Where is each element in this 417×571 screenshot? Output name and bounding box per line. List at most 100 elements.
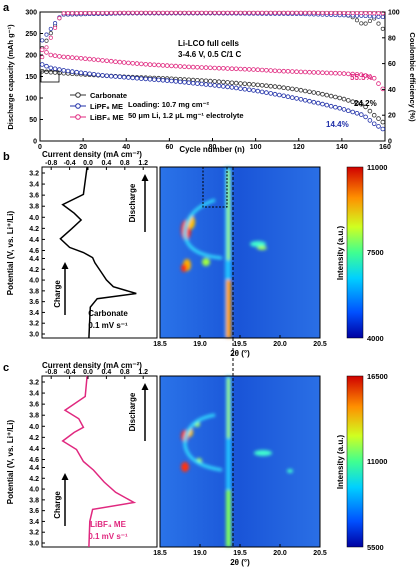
- capacity-point-1: [156, 77, 161, 83]
- ce-point-2: [147, 10, 153, 15]
- capacity-point-1: [328, 103, 334, 109]
- ytick-label: 4.2: [29, 435, 39, 442]
- xrd-xtick-label: 20.0: [273, 550, 287, 557]
- ytick-label: 4.0: [29, 424, 39, 431]
- ce-point-2: [109, 10, 114, 15]
- capacity-point-0: [229, 80, 235, 86]
- ytick-label: 4.4: [29, 256, 39, 263]
- panel-b-inset-box: [202, 166, 228, 208]
- panel-c-cbar-min: 5500: [367, 543, 384, 552]
- capacity-point-0: [311, 90, 317, 95]
- panel-b-rate: 0.1 mV s⁻¹: [88, 321, 128, 330]
- capacity-point-1: [147, 77, 153, 82]
- ce-point-2: [61, 11, 66, 16]
- capacity-point-1: [281, 93, 287, 99]
- capacity-point-0: [203, 78, 209, 84]
- panel-c-xrd-xlabel: 2θ (°): [230, 558, 250, 567]
- ce-point-2: [104, 10, 109, 15]
- ce-point-2: [290, 10, 295, 15]
- xrd-xtick-label: 19.5: [233, 550, 247, 557]
- ce-point-2: [203, 10, 209, 15]
- capacity-point-1: [358, 112, 364, 117]
- ce-point-0: [367, 18, 372, 24]
- a-xtick-label: 40: [122, 144, 130, 151]
- ce-point-2: [247, 10, 252, 15]
- ytick-label: 3.0: [29, 541, 39, 548]
- ce-point-2: [333, 10, 338, 15]
- capacity-point-2: [126, 60, 131, 66]
- capacity-point-2: [61, 54, 66, 60]
- retention-carbonate: 24.2%: [354, 99, 377, 108]
- capacity-point-2: [143, 62, 149, 67]
- capacity-point-2: [264, 68, 269, 73]
- ce-point-2: [255, 10, 260, 15]
- ce-point-0: [354, 18, 360, 23]
- panel-b-xrd-xlabel: 2θ (°): [230, 349, 250, 358]
- ce-point-2: [160, 10, 165, 15]
- a-y2tick-label: 60: [388, 61, 396, 68]
- capacity-point-2: [376, 81, 381, 86]
- ce-point-2: [307, 10, 312, 15]
- capacity-point-2: [108, 58, 114, 64]
- ce-point-2: [130, 10, 135, 15]
- capacity-point-1: [341, 107, 347, 112]
- ce-point-2: [367, 11, 372, 16]
- a-xtick-label: 120: [293, 144, 305, 151]
- ce-point-2: [225, 10, 230, 15]
- capacity-point-1: [350, 109, 356, 115]
- a-xtick-label: 160: [379, 144, 391, 151]
- capacity-point-2: [113, 59, 118, 64]
- ytick-label: 3.4: [29, 310, 39, 317]
- legend-carbonate: Carbonate: [90, 91, 127, 100]
- panel-a-loading: Loading: 10.7 mg cm⁻²: [128, 100, 210, 109]
- ce-point-2: [346, 10, 351, 16]
- a-y2tick-label: 20: [388, 113, 396, 120]
- xrd-xtick-label: 18.5: [153, 341, 167, 348]
- capacity-point-0: [363, 104, 368, 110]
- capacity-point-0: [376, 116, 381, 121]
- capacity-point-2: [337, 71, 343, 76]
- ytick-label: 3.2: [29, 171, 39, 178]
- capacity-point-2: [87, 56, 92, 62]
- capacity-point-1: [363, 114, 368, 120]
- capacity-point-0: [294, 87, 299, 92]
- capacity-point-1: [121, 74, 127, 80]
- capacity-point-2: [251, 67, 256, 72]
- ce-point-2: [316, 10, 321, 15]
- ce-point-2: [74, 11, 79, 16]
- xrd-xtick-label: 19.0: [193, 341, 207, 348]
- cv-xtick-label: 0.4: [102, 369, 112, 376]
- ce-point-2: [260, 10, 265, 15]
- ce-point-2: [341, 10, 347, 16]
- panel-b-cbar-mid: 7500: [367, 248, 384, 257]
- panel-label-a: a: [3, 2, 10, 14]
- capacity-point-2: [199, 65, 205, 70]
- cv-xtick-label: 0.0: [83, 369, 93, 376]
- capacity-point-2: [65, 54, 71, 60]
- panel-a-title1: Li-LCO full cells: [178, 39, 239, 48]
- capacity-point-2: [156, 62, 161, 68]
- ce-point-2: [238, 10, 243, 15]
- capacity-point-0: [337, 95, 343, 101]
- capacity-point-1: [39, 62, 45, 67]
- ce-point-2: [212, 10, 217, 15]
- cv-xtick-label: 1.2: [138, 160, 148, 167]
- capacity-point-2: [203, 65, 209, 70]
- capacity-point-1: [164, 78, 170, 83]
- panel-c-xrd-features: [181, 376, 293, 547]
- capacity-point-1: [315, 100, 321, 106]
- ytick-label: 4.0: [29, 278, 39, 285]
- capacity-point-2: [78, 55, 84, 61]
- ce-point-2: [281, 10, 286, 15]
- capacity-point-2: [255, 67, 261, 72]
- ce-point-1: [40, 38, 45, 43]
- ytick-label: 3.2: [29, 380, 39, 387]
- ytick-label: 4.4: [29, 446, 39, 453]
- panel-c-ylabel: Potential (V, vs. Li⁺/Li): [6, 419, 15, 504]
- panel-b-electrolyte: Carbonate: [88, 309, 128, 318]
- capacity-point-1: [367, 118, 373, 123]
- ce-point-2: [195, 10, 200, 15]
- capacity-point-1: [190, 80, 196, 86]
- ytick-label: 3.2: [29, 530, 39, 537]
- retention-libf4: 55.5%: [350, 73, 373, 82]
